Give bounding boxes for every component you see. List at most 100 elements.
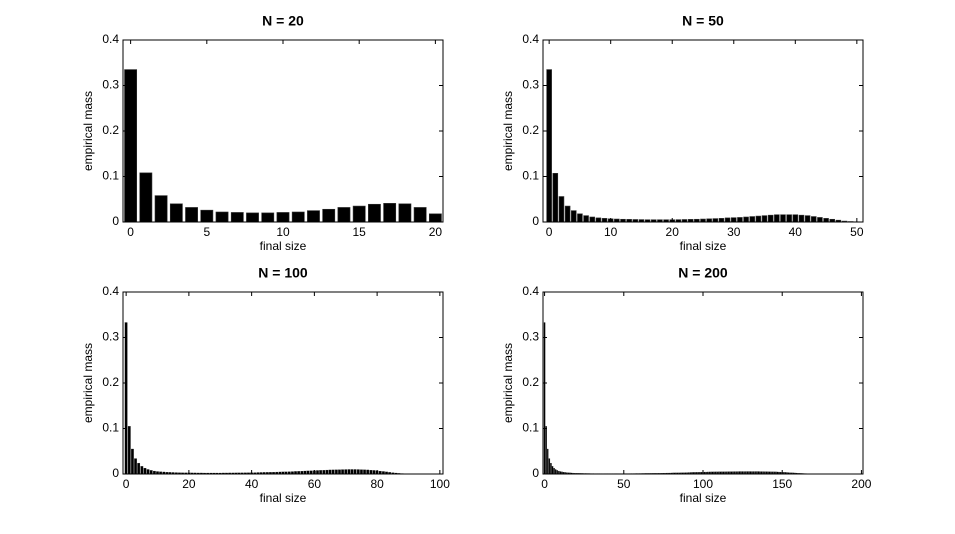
bar <box>712 218 719 223</box>
axes-box <box>122 291 444 475</box>
subplot: 0 0.1 0.2 0.3 0.4 0 50 100 150 200 N = 200 final si… <box>501 265 872 505</box>
bar <box>589 216 595 223</box>
x-tick-label: 5 <box>203 225 210 239</box>
bar <box>548 458 551 475</box>
y-tick-label: 0.1 <box>102 169 119 183</box>
y-axis-label: empirical mass <box>501 91 515 171</box>
bar <box>331 469 335 475</box>
bar <box>737 217 743 223</box>
subplot: 0 0.1 0.2 0.3 0.4 0 20 40 60 80 100 N = 100 final si… <box>81 265 450 505</box>
bar <box>601 218 608 223</box>
x-axis-label: final size <box>260 491 307 505</box>
x-tick-label: 50 <box>850 225 864 239</box>
bar <box>124 69 138 223</box>
subplot-title: N = 50 <box>682 13 724 29</box>
bar <box>774 214 780 223</box>
bar <box>344 469 348 475</box>
bar <box>780 214 786 223</box>
bar <box>185 207 198 223</box>
x-tick-label: 0 <box>123 477 130 491</box>
bar <box>383 203 397 223</box>
bar <box>767 214 774 223</box>
y-tick-label: 0 <box>112 214 119 228</box>
y-tick-label: 0.3 <box>102 330 119 344</box>
axes-box <box>542 39 864 223</box>
bar <box>583 215 589 223</box>
bar <box>372 470 376 475</box>
bar <box>749 216 755 223</box>
bar <box>761 215 768 223</box>
subplot-title: N = 20 <box>262 13 304 29</box>
x-tick-label: 20 <box>666 225 680 239</box>
x-tick-label: 60 <box>308 477 322 491</box>
bar <box>551 466 554 475</box>
bar <box>261 212 275 223</box>
bar <box>154 195 168 223</box>
x-tick-label: 40 <box>789 225 803 239</box>
y-tick-label: 0.4 <box>522 32 539 46</box>
subplot-title: N = 200 <box>678 265 728 281</box>
bar <box>398 203 412 223</box>
bar <box>823 218 829 223</box>
bar <box>804 215 811 223</box>
y-tick-label: 0 <box>532 466 539 480</box>
x-tick-label: 0 <box>127 225 134 239</box>
bar <box>316 470 319 475</box>
bar <box>131 448 134 475</box>
y-tick-label: 0.2 <box>102 375 119 389</box>
bar <box>322 208 336 223</box>
bar <box>337 207 351 223</box>
bar <box>368 203 381 223</box>
bar <box>718 218 725 223</box>
y-axis-label: empirical mass <box>81 343 95 423</box>
bar <box>564 205 571 223</box>
bar <box>353 469 357 475</box>
x-tick-label: 20 <box>429 225 443 239</box>
bar <box>124 322 128 475</box>
x-tick-label: 0 <box>546 225 553 239</box>
x-tick-label: 200 <box>851 477 871 491</box>
bar <box>817 217 823 223</box>
x-axis-label: final size <box>260 239 307 253</box>
bar <box>127 426 131 475</box>
bar <box>571 210 577 223</box>
bar <box>322 470 326 475</box>
bar <box>140 466 144 475</box>
bar <box>556 470 558 475</box>
x-tick-label: 0 <box>541 477 548 491</box>
x-tick-label: 30 <box>727 225 741 239</box>
x-axis-label: final size <box>680 491 727 505</box>
y-tick-label: 0.3 <box>522 78 539 92</box>
y-tick-label: 0.4 <box>522 284 539 298</box>
bar <box>543 322 546 475</box>
bar <box>137 462 141 475</box>
y-tick-label: 0.2 <box>102 123 119 137</box>
x-tick-label: 150 <box>772 477 792 491</box>
x-tick-label: 80 <box>370 477 384 491</box>
bar <box>798 214 805 223</box>
bar <box>724 217 731 223</box>
y-tick-label: 0 <box>112 466 119 480</box>
x-tick-label: 100 <box>430 477 450 491</box>
y-tick-label: 0.4 <box>102 284 119 298</box>
bar <box>341 469 344 475</box>
y-tick-label: 0.1 <box>522 169 539 183</box>
x-tick-label: 20 <box>182 477 196 491</box>
bar <box>215 211 229 223</box>
subplot: 0 0.1 0.2 0.3 0.4 0 10 20 30 40 50 N = 50 final size… <box>501 13 864 253</box>
bar <box>558 196 565 223</box>
bar <box>363 469 366 475</box>
axes-box <box>122 39 444 223</box>
subplot-title: N = 100 <box>258 265 308 281</box>
bar <box>149 470 153 475</box>
x-tick-label: 15 <box>353 225 367 239</box>
bar <box>547 448 549 475</box>
y-tick-label: 0.1 <box>522 421 539 435</box>
bar <box>369 470 373 475</box>
bar <box>552 173 559 223</box>
y-axis-label: empirical mass <box>501 343 515 423</box>
bar <box>595 217 602 223</box>
bar <box>366 469 370 475</box>
bar <box>139 172 153 223</box>
